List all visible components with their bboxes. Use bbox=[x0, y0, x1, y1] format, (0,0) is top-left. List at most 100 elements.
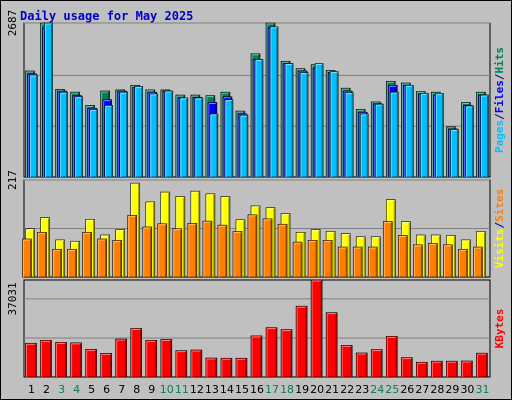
bar-sites-day-1 bbox=[22, 238, 32, 278]
legend-kbytes: KBytes bbox=[493, 309, 506, 349]
day-label-20: 20 bbox=[310, 383, 324, 396]
bar-pages-day-8 bbox=[134, 86, 144, 178]
day-label-14: 14 bbox=[220, 383, 234, 396]
bar-sites-day-7 bbox=[112, 240, 122, 278]
bar-kbytes-day-8 bbox=[130, 328, 143, 378]
bar-sites-day-9 bbox=[142, 226, 153, 278]
bar-pages-day-2 bbox=[44, 22, 53, 178]
bar-sites-day-26 bbox=[398, 235, 408, 278]
day-label-2: 2 bbox=[43, 383, 50, 396]
bar-sites-day-16 bbox=[247, 214, 258, 278]
day-label-11: 11 bbox=[175, 383, 189, 396]
day-label-19: 19 bbox=[295, 383, 309, 396]
legend-item-separator: / bbox=[493, 113, 506, 120]
day-label-17: 17 bbox=[265, 383, 279, 396]
bar-kbytes-day-15 bbox=[235, 357, 248, 378]
day-label-25: 25 bbox=[385, 383, 399, 396]
legend-item-separator: / bbox=[493, 73, 506, 80]
bar-sites-day-31 bbox=[473, 246, 483, 278]
day-label-15: 15 bbox=[235, 383, 249, 396]
bar-pages-day-30 bbox=[465, 105, 474, 178]
day-label-28: 28 bbox=[430, 383, 444, 396]
bar-sites-day-23 bbox=[352, 246, 363, 278]
bar-pages-day-18 bbox=[284, 63, 294, 178]
day-label-6: 6 bbox=[103, 383, 110, 396]
bar-sites-day-30 bbox=[458, 248, 468, 278]
chart-panels: 2687Pages/Files/Hits217Visits/Sites37031… bbox=[6, 10, 506, 378]
bar-sites-day-13 bbox=[202, 220, 213, 278]
bar-kbytes-day-22 bbox=[340, 345, 353, 378]
bar-pages-day-26 bbox=[405, 84, 414, 178]
bar-sites-day-15 bbox=[232, 231, 243, 278]
day-label-16: 16 bbox=[250, 383, 264, 396]
bar-pages-day-13 bbox=[209, 113, 219, 178]
bar-pages-day-20 bbox=[314, 63, 324, 178]
legend-item-kbytes: KBytes bbox=[493, 309, 506, 349]
bar-pages-day-15 bbox=[239, 114, 249, 178]
bar-pages-day-25 bbox=[389, 91, 399, 178]
bar-pages-day-9 bbox=[149, 93, 159, 178]
bar-sites-day-19 bbox=[292, 241, 303, 278]
day-label-30: 30 bbox=[460, 383, 474, 396]
bar-sites-day-12 bbox=[187, 223, 198, 278]
bar-kbytes-day-31 bbox=[476, 352, 488, 378]
bar-sites-day-17 bbox=[262, 218, 273, 278]
day-label-26: 26 bbox=[400, 383, 414, 396]
bar-kbytes-day-6 bbox=[100, 353, 112, 378]
bar-pages-day-3 bbox=[59, 91, 68, 178]
day-label-23: 23 bbox=[355, 383, 369, 396]
legend-item-visits: Visits bbox=[493, 229, 506, 269]
day-label-8: 8 bbox=[133, 383, 140, 396]
day-label-7: 7 bbox=[118, 383, 125, 396]
bar-sites-day-6 bbox=[97, 238, 107, 278]
series-pages bbox=[29, 22, 489, 178]
legend-item-separator: / bbox=[493, 222, 506, 229]
bar-sites-day-20 bbox=[307, 240, 318, 278]
bar-kbytes-day-18 bbox=[280, 329, 293, 378]
bar-kbytes-day-11 bbox=[175, 350, 188, 378]
bar-pages-day-19 bbox=[299, 72, 309, 178]
legend-item-sites: Sites bbox=[493, 189, 506, 222]
legend-item-pages: Pages bbox=[493, 120, 506, 153]
bar-sites-day-29 bbox=[443, 244, 453, 278]
bar-pages-day-29 bbox=[450, 129, 459, 178]
bar-sites-day-11 bbox=[172, 228, 183, 278]
bar-pages-day-4 bbox=[74, 96, 83, 178]
day-label-29: 29 bbox=[445, 383, 459, 396]
bar-sites-day-21 bbox=[322, 240, 333, 278]
max-value-label: 37031 bbox=[6, 282, 19, 315]
bar-kbytes-day-24 bbox=[370, 349, 383, 378]
bar-kbytes-day-23 bbox=[355, 352, 368, 378]
bar-kbytes-day-2 bbox=[40, 340, 52, 378]
bar-kbytes-day-19 bbox=[295, 305, 308, 378]
bar-kbytes-day-21 bbox=[325, 312, 338, 378]
legend-visits-sites: Visits/Sites bbox=[493, 189, 506, 269]
bar-kbytes-day-13 bbox=[205, 357, 218, 378]
bar-pages-day-17 bbox=[269, 26, 279, 178]
bar-kbytes-day-28 bbox=[431, 360, 443, 378]
day-label-27: 27 bbox=[415, 383, 429, 396]
bar-kbytes-day-4 bbox=[70, 342, 82, 378]
day-label-12: 12 bbox=[190, 383, 204, 396]
bar-sites-day-22 bbox=[337, 246, 348, 278]
panel-kbytes: 37031 KBytes bbox=[6, 279, 506, 378]
bar-kbytes-day-16 bbox=[250, 335, 263, 378]
bar-kbytes-day-25 bbox=[385, 336, 398, 378]
bar-sites-day-14 bbox=[217, 224, 228, 278]
bar-sites-day-28 bbox=[428, 243, 438, 278]
bar-pages-day-10 bbox=[164, 90, 174, 178]
day-label-1: 1 bbox=[28, 383, 35, 396]
bar-kbytes-day-17 bbox=[265, 327, 278, 378]
bar-pages-day-6 bbox=[104, 105, 113, 178]
bar-sites-day-4 bbox=[67, 248, 77, 278]
day-label-3: 3 bbox=[58, 383, 65, 396]
bar-pages-day-12 bbox=[194, 97, 204, 178]
bar-kbytes-day-3 bbox=[55, 342, 67, 378]
chart-title: Daily usage for May 2025 bbox=[20, 9, 193, 23]
bar-kbytes-day-12 bbox=[190, 349, 203, 378]
day-label-22: 22 bbox=[340, 383, 354, 396]
bar-kbytes-day-29 bbox=[446, 360, 458, 378]
series-sites bbox=[22, 214, 483, 278]
bar-kbytes-day-30 bbox=[461, 360, 473, 378]
